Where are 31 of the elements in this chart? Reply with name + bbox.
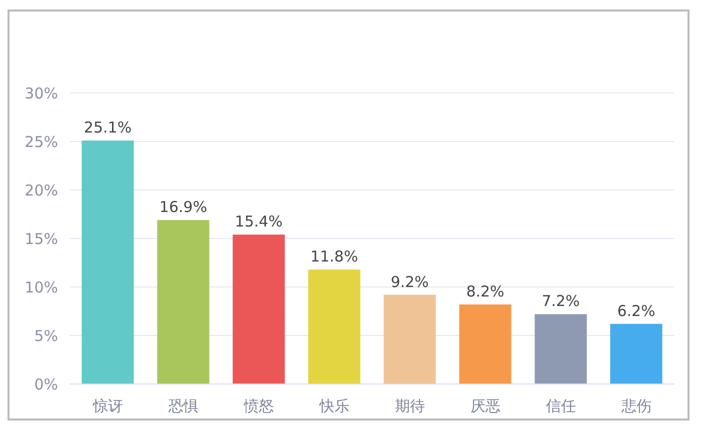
bar bbox=[308, 270, 360, 384]
data-label: 11.8% bbox=[310, 248, 358, 266]
x-tick-label: 快乐 bbox=[318, 397, 350, 415]
data-label: 16.9% bbox=[159, 198, 208, 216]
x-tick-label: 信任 bbox=[546, 397, 576, 415]
bar bbox=[459, 304, 512, 384]
data-label: 8.2% bbox=[466, 282, 504, 300]
y-tick-label: 15% bbox=[24, 230, 58, 248]
data-label: 7.2% bbox=[542, 292, 580, 310]
x-tick-label: 愤怒 bbox=[242, 397, 274, 415]
bar bbox=[384, 294, 436, 384]
x-tick-label: 悲伤 bbox=[620, 397, 652, 415]
y-tick-label: 0% bbox=[34, 375, 58, 394]
y-tick-label: 30% bbox=[24, 84, 58, 102]
y-tick-label: 20% bbox=[24, 181, 58, 200]
data-label: 9.2% bbox=[390, 272, 429, 291]
x-tick-label: 期待 bbox=[394, 397, 425, 415]
x-tick-label: 恐惧 bbox=[167, 397, 198, 415]
bar bbox=[157, 220, 210, 384]
bar bbox=[534, 314, 587, 384]
bar bbox=[232, 234, 285, 384]
x-tick-label: 厌恶 bbox=[470, 397, 500, 415]
data-label: 6.2% bbox=[617, 302, 656, 320]
bar bbox=[610, 324, 662, 384]
data-label: 25.1% bbox=[84, 118, 132, 137]
y-tick-label: 5% bbox=[34, 326, 58, 345]
bar bbox=[82, 140, 134, 384]
data-label: 15.4% bbox=[234, 212, 283, 231]
x-tick-label: 惊讶 bbox=[92, 397, 123, 415]
y-tick-label: 25% bbox=[24, 132, 58, 151]
y-tick-label: 10% bbox=[24, 278, 58, 296]
